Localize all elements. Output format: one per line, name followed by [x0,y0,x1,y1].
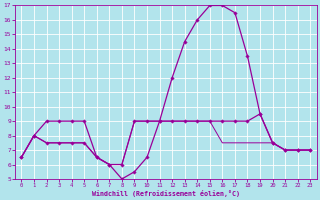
X-axis label: Windchill (Refroidissement éolien,°C): Windchill (Refroidissement éolien,°C) [92,190,240,197]
